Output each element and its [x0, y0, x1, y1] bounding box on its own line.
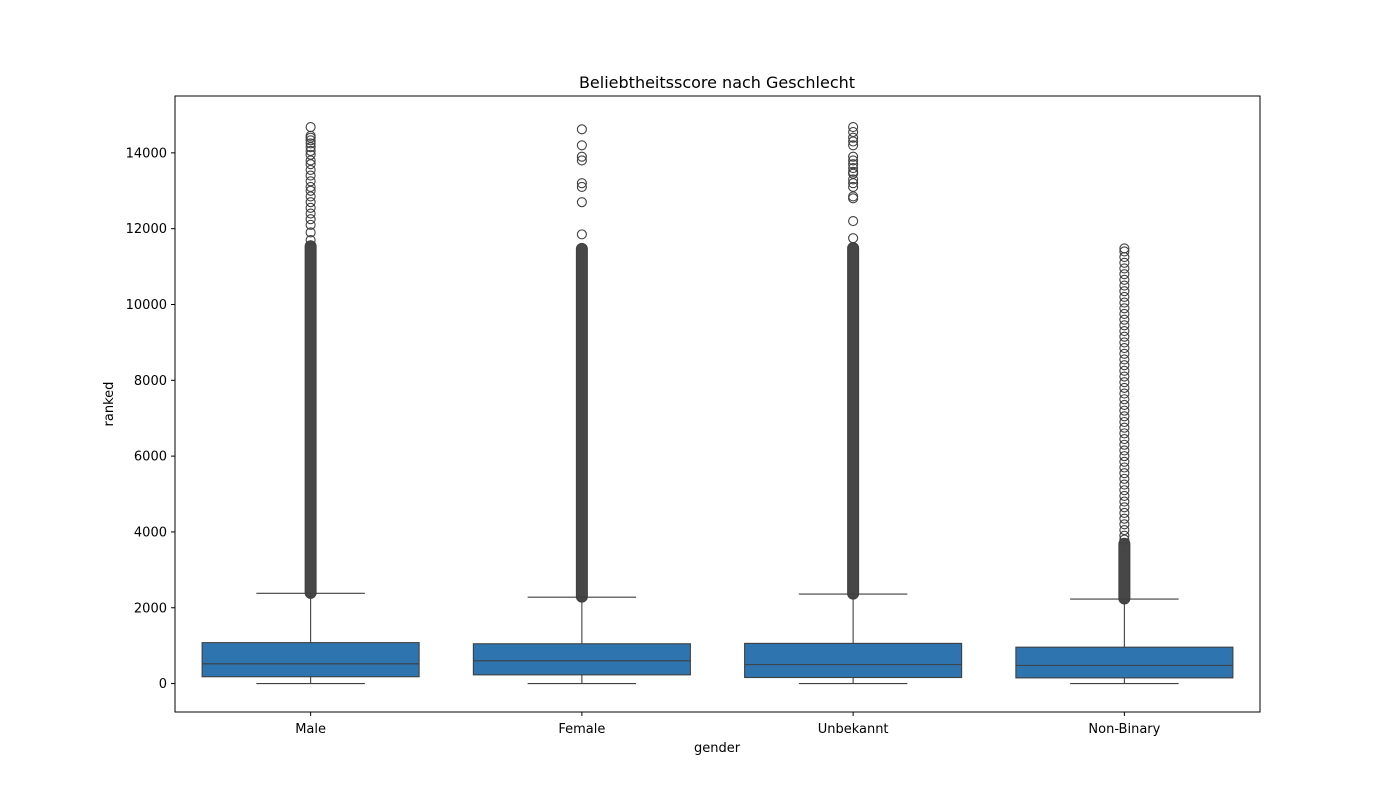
x-tick-label: Male: [295, 722, 326, 737]
chart-title: Beliebtheitsscore nach Geschlecht: [579, 73, 855, 92]
outlier-point: [849, 234, 858, 243]
y-tick-label: 14000: [126, 146, 167, 161]
x-tick-label: Non-Binary: [1088, 722, 1160, 737]
box-group-non-binary: [1016, 244, 1233, 684]
outlier-band: [1119, 538, 1130, 604]
y-tick-label: 12000: [126, 222, 167, 237]
y-tick-label: 2000: [134, 601, 167, 616]
outlier-point: [577, 198, 586, 207]
x-tick-label: Unbekannt: [818, 722, 889, 737]
outlier-point: [577, 230, 586, 239]
outlier-band: [848, 243, 859, 599]
outlier-band: [305, 241, 316, 599]
box-iqr: [1016, 647, 1233, 678]
y-tick-label: 4000: [134, 525, 167, 540]
x-tick-label: Female: [558, 722, 605, 737]
plot-frame: [175, 96, 1260, 712]
y-tick-label: 0: [159, 677, 167, 692]
box-iqr: [473, 644, 690, 675]
outlier-point: [577, 141, 586, 150]
box-group-female: [473, 125, 690, 684]
y-tick-label: 6000: [134, 450, 167, 465]
y-tick-label: 8000: [134, 374, 167, 389]
outlier-point: [306, 123, 315, 132]
y-axis: 0 2000 4000 6000 8000 10000 12000 14000: [126, 146, 175, 692]
outlier-point: [849, 217, 858, 226]
outlier-band: [576, 243, 587, 602]
box-group-unbekannt: [745, 123, 962, 684]
y-axis-label: ranked: [102, 382, 117, 427]
x-axis-label: gender: [694, 741, 741, 756]
box-group-male: [202, 123, 419, 684]
y-tick-label: 10000: [126, 298, 167, 313]
plot-content: [202, 123, 1233, 684]
x-axis: Male Female Unbekannt Non-Binary: [295, 712, 1160, 737]
box-iqr: [202, 643, 419, 677]
outlier-point: [577, 125, 586, 134]
box-iqr: [745, 643, 962, 677]
